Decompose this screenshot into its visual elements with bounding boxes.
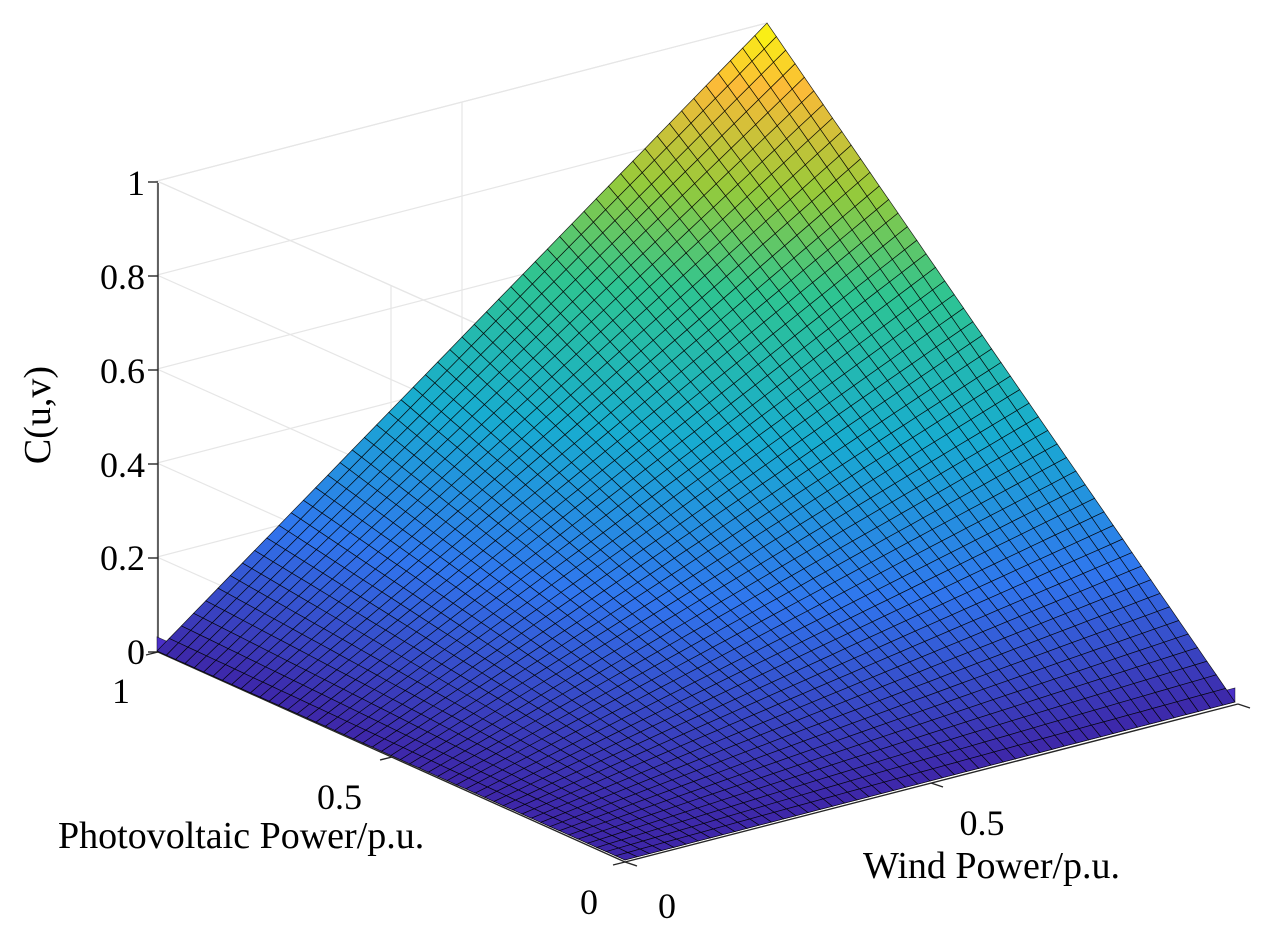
- x-tick-1: [930, 782, 944, 788]
- y-tick-label-1: 1: [112, 671, 130, 711]
- z-axis-label: C(u,v): [17, 366, 59, 464]
- y-tick-labels: 1 0.5 0: [112, 671, 598, 922]
- axis-layer: [145, 181, 1251, 867]
- x-tick-label-0: 0: [658, 886, 676, 926]
- x-axis-label: Wind Power/p.u.: [863, 845, 1120, 887]
- z-tick-label-0.6: 0.6: [100, 351, 145, 391]
- x-tick-2: [1237, 703, 1251, 709]
- y-tick-1: [379, 756, 393, 761]
- x-tick-label-0.5: 0.5: [960, 803, 1005, 843]
- x-tick-0: [624, 861, 638, 867]
- z-tick-label-0.2: 0.2: [100, 538, 145, 578]
- y-tick-label-0.5: 0.5: [317, 777, 362, 817]
- y-tick-0: [145, 651, 159, 656]
- surface-layer: [156, 22, 1236, 861]
- z-tick-label-0: 0: [127, 632, 145, 672]
- z-tick-label-0.8: 0.8: [100, 257, 145, 297]
- y-tick-label-0: 0: [580, 882, 598, 922]
- z-tick-label-1: 1: [127, 163, 145, 203]
- y-tick-2: [612, 861, 626, 866]
- y-axis-label: Photovoltaic Power/p.u.: [58, 815, 424, 857]
- z-tick-label-0.4: 0.4: [100, 445, 145, 485]
- x-tick-labels: 0 0.5: [658, 803, 1005, 926]
- surface-face: [614, 852, 639, 861]
- z-tick-labels: 0 0.2 0.4 0.6 0.8 1: [100, 163, 145, 672]
